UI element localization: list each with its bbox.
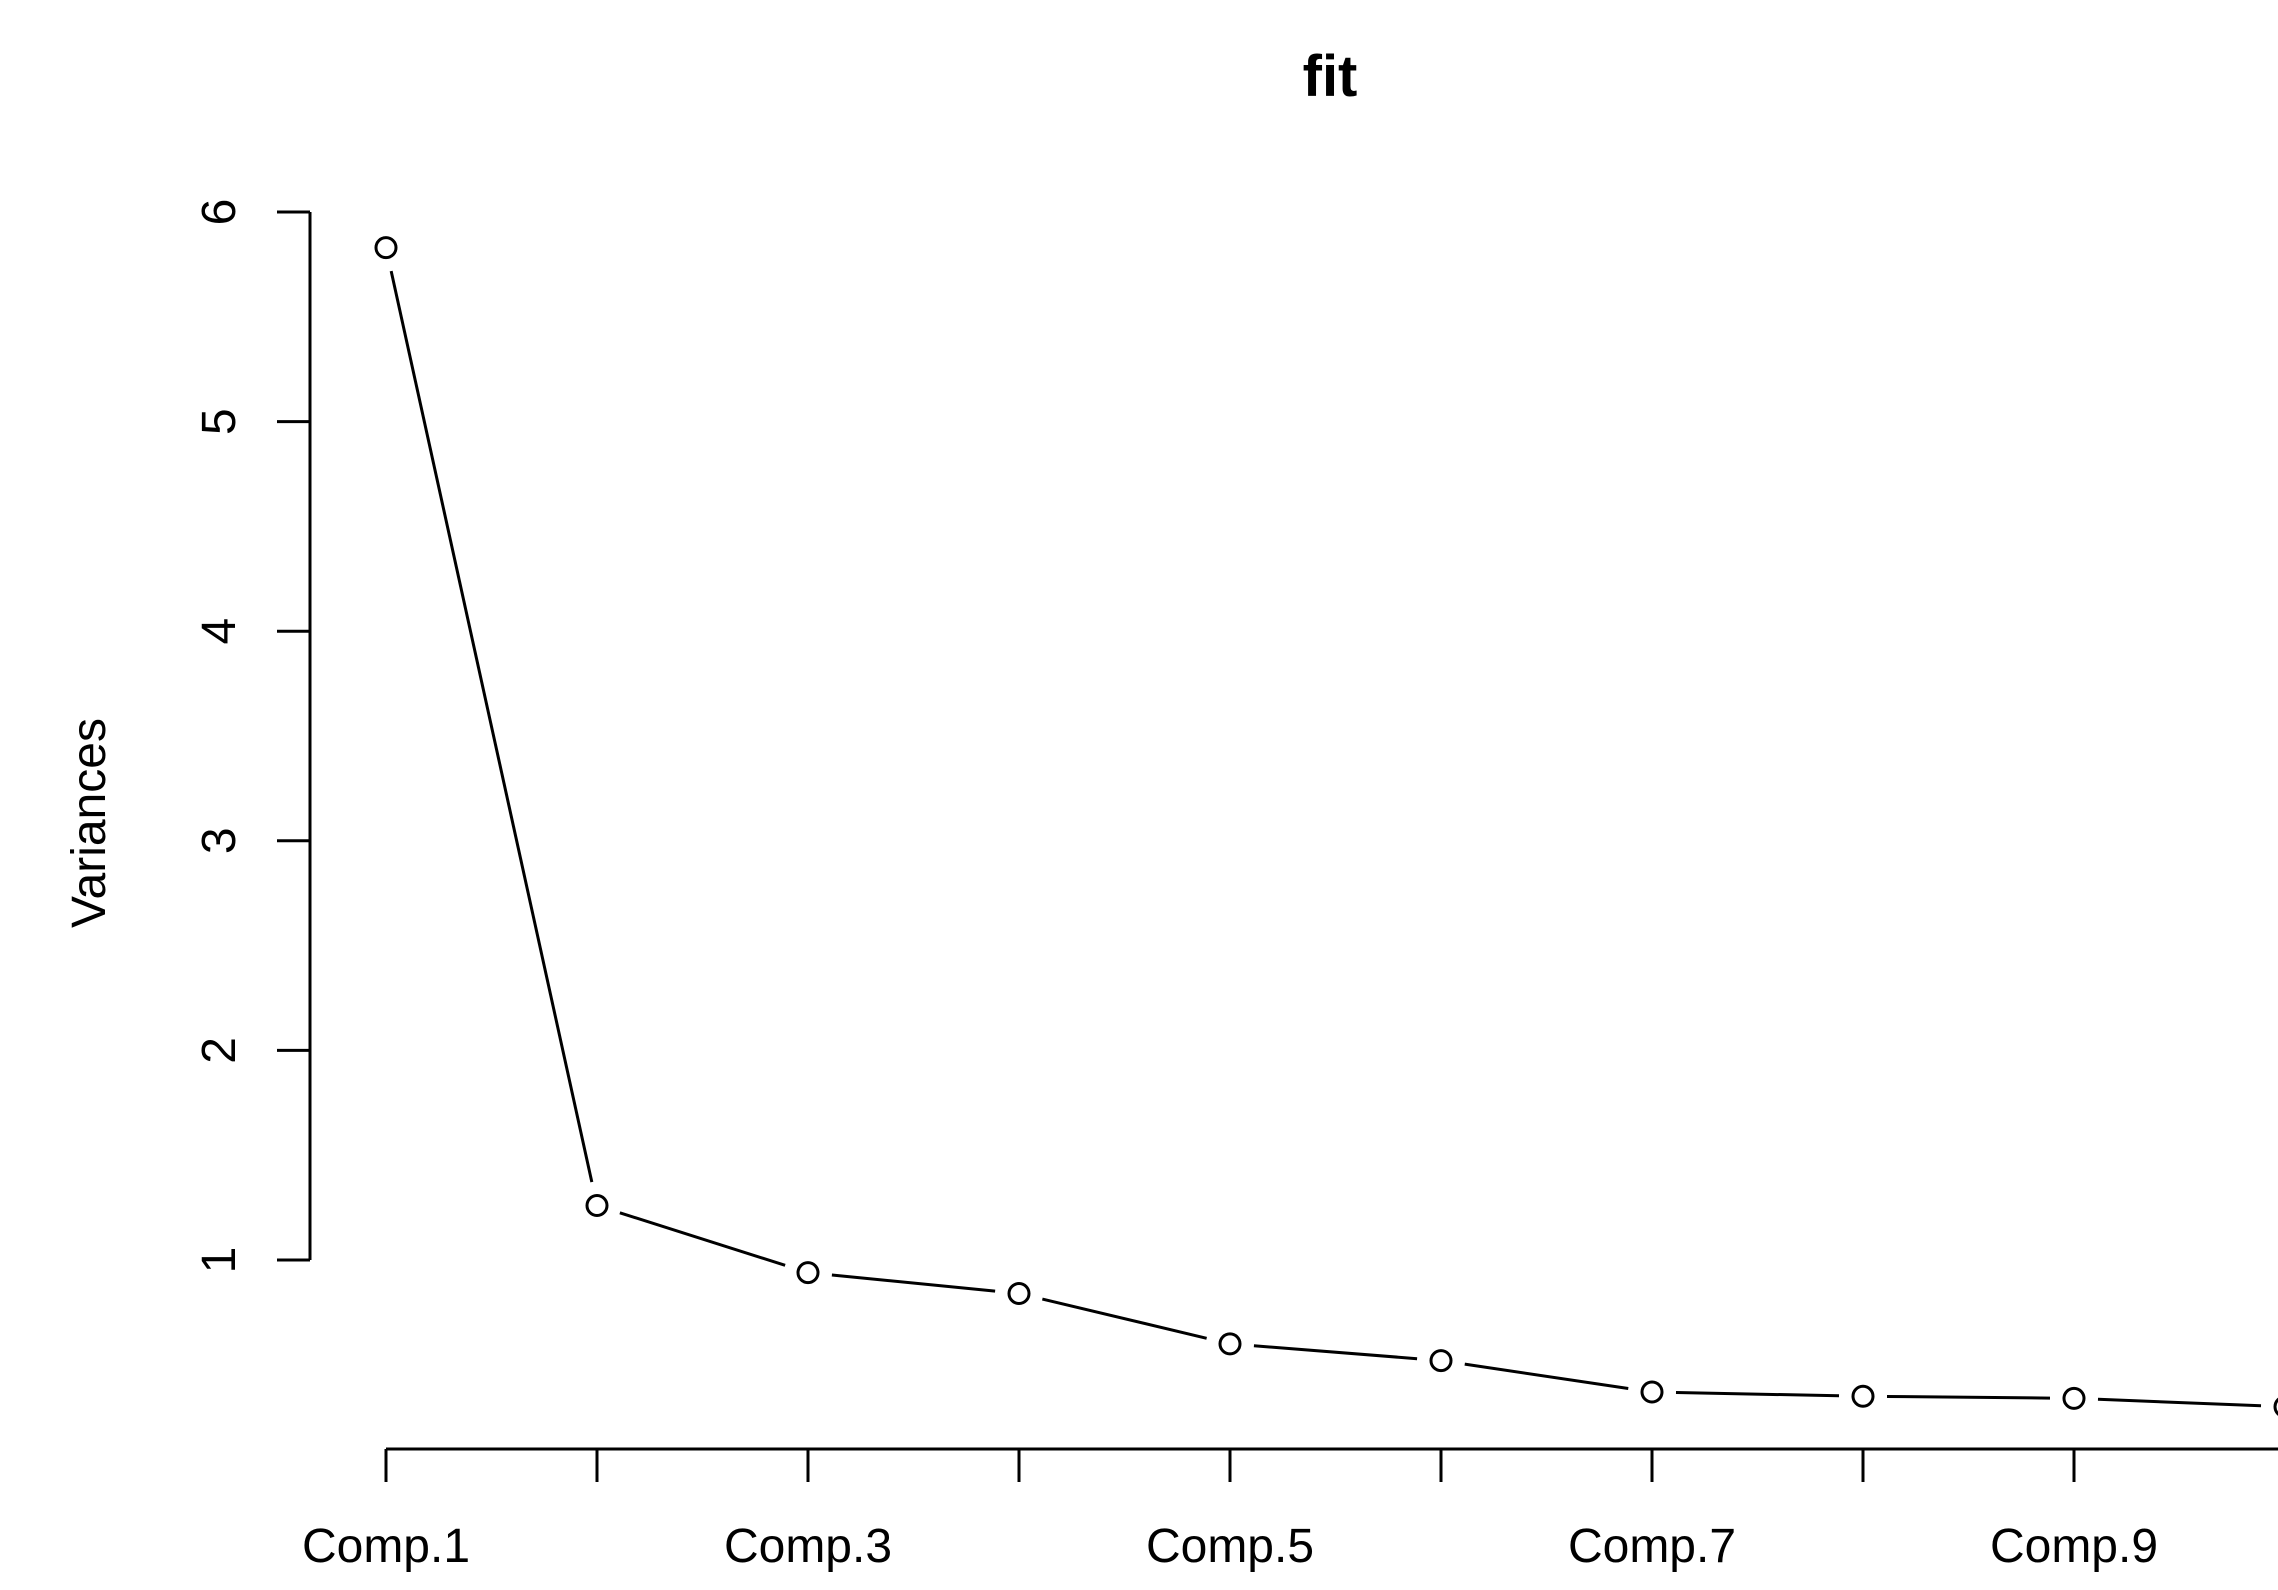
x-tick-label: Comp.5	[1146, 1520, 1314, 1573]
y-tick-label: 5	[193, 408, 246, 435]
data-point	[2062, 1386, 2086, 1410]
chart-title: fit	[1303, 44, 1358, 109]
series-segment	[389, 270, 594, 1183]
data-point	[2273, 1397, 2278, 1416]
data-point	[1851, 1384, 1875, 1408]
y-tick-label: 4	[193, 618, 246, 645]
series-segment	[1675, 1391, 1840, 1398]
data-point	[585, 1194, 609, 1218]
series-segment	[1464, 1362, 1629, 1390]
data-point	[1429, 1349, 1453, 1373]
y-tick-label: 3	[193, 827, 246, 854]
y-axis: 1 2 3 4 5 6	[193, 199, 312, 1274]
x-tick-label: Comp.9	[1990, 1520, 2158, 1573]
series-segment	[1041, 1297, 1208, 1340]
series-segment	[1253, 1344, 1418, 1361]
x-tick-label: Comp.7	[1568, 1520, 1736, 1573]
y-tick-label: 6	[193, 199, 246, 226]
series-segment	[619, 1211, 786, 1267]
x-axis: Comp.1 Comp.3 Comp.5 Comp.7 Comp.9	[302, 1447, 2278, 1573]
data-point	[796, 1261, 820, 1285]
series-segment	[2097, 1397, 2262, 1408]
y-axis-label: Variances	[63, 718, 116, 928]
x-tick-label: Comp.3	[724, 1520, 892, 1573]
data-point	[1640, 1380, 1664, 1404]
y-tick-label: 1	[193, 1247, 246, 1274]
y-tick-label: 2	[193, 1037, 246, 1064]
data-point	[1218, 1332, 1242, 1356]
x-tick-label: Comp.1	[302, 1520, 470, 1573]
data-point	[374, 236, 398, 260]
series-segment	[831, 1273, 996, 1293]
series-segment	[1886, 1394, 2051, 1400]
data-point	[1007, 1282, 1031, 1306]
series-layer	[374, 236, 2278, 1416]
